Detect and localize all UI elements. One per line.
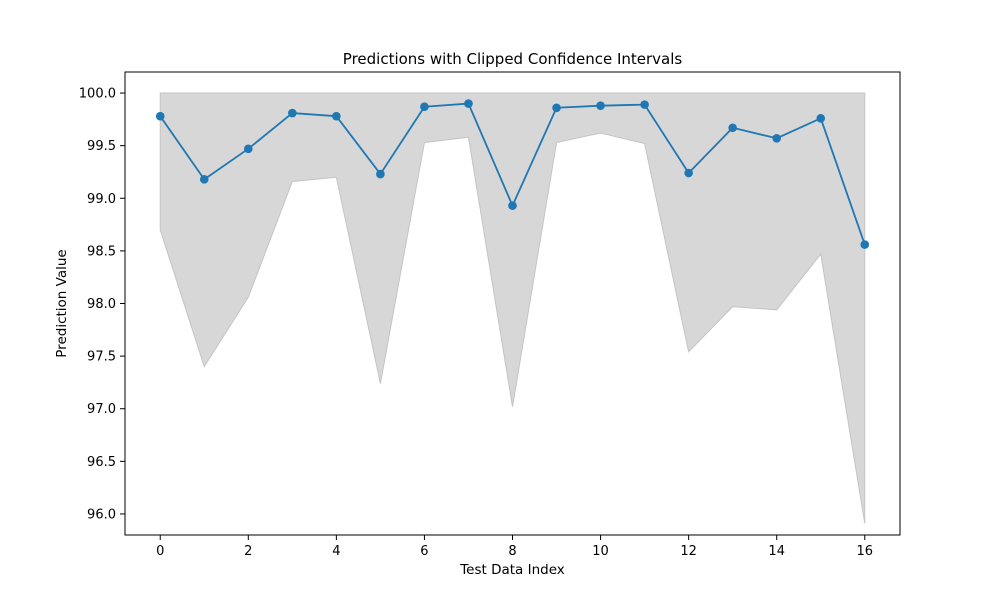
x-tick-label: 0: [156, 544, 164, 559]
x-tick-label: 8: [508, 544, 516, 559]
data-point-2: [244, 144, 253, 154]
x-tick-label: 2: [244, 544, 252, 559]
chart-title: Predictions with Clipped Confidence Inte…: [343, 50, 683, 68]
y-tick-label: 97.0: [87, 402, 116, 417]
y-tick-label: 99.0: [87, 192, 116, 207]
x-tick-label: 12: [680, 544, 697, 559]
confidence-band: [159, 92, 866, 524]
data-point-16: [860, 240, 870, 249]
data-point-15: [816, 114, 826, 123]
data-point-11: [640, 100, 649, 109]
data-point-3: [288, 108, 297, 118]
x-tick-label: 4: [332, 544, 340, 559]
y-tick-label: 99.5: [87, 139, 116, 154]
data-point-6: [420, 102, 429, 112]
data-point-0: [155, 111, 165, 121]
data-point-13: [728, 123, 737, 133]
data-point-10: [596, 101, 605, 110]
y-tick-label: 96.5: [87, 455, 116, 470]
x-tick-label: 6: [420, 544, 428, 559]
data-points-layer: [155, 99, 870, 249]
y-tick-label: 98.5: [87, 244, 116, 259]
x-tick-label: 16: [856, 544, 873, 559]
x-axis-ticks: 0 2 4 6 8 10 12 14 16: [156, 535, 873, 559]
y-axis-ticks: 96.0 96.5 97.0 97.5 98.0 98.5 99.0 99.5 100.0: [79, 87, 125, 522]
data-point-9: [552, 103, 561, 113]
data-point-7: [464, 99, 473, 108]
y-tick-label: 97.5: [87, 350, 116, 365]
data-point-12: [684, 168, 693, 178]
data-point-4: [332, 111, 341, 121]
data-point-14: [772, 133, 781, 143]
data-point-8: [508, 201, 517, 210]
x-axis-label: Test Data Index: [459, 562, 565, 578]
y-tick-label: 100.0: [79, 87, 116, 102]
y-tick-label: 98.0: [87, 297, 116, 312]
x-tick-label: 14: [768, 544, 785, 559]
x-tick-label: 10: [592, 544, 609, 559]
y-tick-label: 96.0: [87, 507, 116, 522]
data-point-1: [199, 175, 209, 184]
data-point-5: [376, 169, 385, 179]
y-axis-label: Prediction Value: [54, 249, 70, 357]
confidence-band-layer: [159, 92, 866, 524]
